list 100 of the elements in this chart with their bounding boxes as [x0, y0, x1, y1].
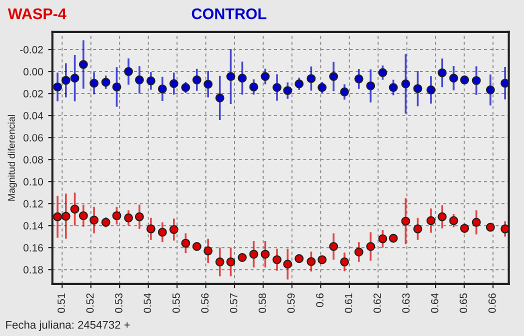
- point: [181, 83, 190, 92]
- point: [260, 250, 270, 259]
- point: [192, 75, 202, 84]
- point: [272, 255, 282, 264]
- y-tick-label: -0.02: [20, 46, 43, 54]
- point: [204, 80, 213, 89]
- x-tick-label: 0.61: [344, 293, 352, 313]
- point: [78, 211, 88, 220]
- point: [112, 211, 122, 220]
- y-tick-label: 0.00: [24, 68, 43, 76]
- y-tick-label: 0.04: [24, 112, 44, 120]
- point: [158, 228, 167, 237]
- x-tick-label: 0.53: [115, 293, 122, 313]
- y-tick-label: 0.02: [24, 90, 43, 98]
- point: [238, 74, 247, 83]
- y-tick-label: 0.12: [24, 200, 43, 208]
- point: [169, 225, 178, 234]
- point: [181, 238, 190, 248]
- x-tick-label: 0.57: [230, 293, 238, 313]
- point: [460, 224, 470, 233]
- point: [426, 85, 436, 94]
- point: [318, 83, 327, 92]
- point: [249, 250, 258, 259]
- point: [283, 260, 292, 269]
- point: [134, 75, 144, 84]
- point: [354, 74, 364, 84]
- point: [53, 212, 62, 222]
- y-tick-label: 0.06: [24, 134, 43, 142]
- point: [329, 72, 338, 81]
- x-tick-label: 0.64: [430, 293, 438, 313]
- point: [61, 212, 70, 221]
- point: [306, 257, 316, 266]
- point: [90, 78, 99, 88]
- point: [146, 224, 156, 234]
- point: [401, 216, 410, 226]
- y-tick-label: 0.10: [24, 178, 43, 186]
- point: [472, 76, 481, 86]
- point: [226, 257, 236, 266]
- point: [294, 254, 304, 264]
- x-tick-label: 0.55: [172, 293, 180, 313]
- point: [388, 83, 398, 92]
- point: [134, 212, 144, 222]
- point: [306, 74, 316, 84]
- x-tick-label: 0.62: [374, 293, 381, 313]
- x-tick-label: 0.54: [144, 293, 152, 313]
- point: [378, 234, 388, 244]
- point: [215, 257, 224, 266]
- y-axis-title: Magnitud diferencial: [8, 115, 17, 201]
- point: [354, 248, 364, 256]
- x-tick-label: 0.51: [58, 293, 65, 313]
- point: [472, 218, 481, 227]
- point: [61, 76, 70, 85]
- point: [329, 242, 338, 251]
- point: [146, 76, 156, 86]
- x-axis-title: Fecha juliana: 2454732 +: [6, 320, 130, 331]
- point: [101, 218, 110, 227]
- point: [249, 82, 258, 92]
- point: [283, 86, 292, 96]
- point: [413, 224, 422, 234]
- x-tick-label: 0.56: [201, 293, 209, 313]
- x-tick-label: 0.63: [402, 293, 410, 313]
- point: [500, 224, 509, 234]
- point: [460, 75, 470, 84]
- x-tick-label: 0.6: [316, 293, 324, 308]
- point: [438, 212, 447, 222]
- point: [378, 68, 388, 78]
- point: [272, 83, 282, 92]
- point: [204, 246, 213, 256]
- point: [158, 84, 167, 94]
- point: [366, 242, 376, 251]
- point: [486, 222, 495, 232]
- point: [340, 257, 349, 266]
- point: [192, 242, 202, 251]
- point: [53, 82, 62, 92]
- point: [70, 204, 80, 214]
- point: [500, 78, 509, 88]
- x-tick-label: 0.52: [86, 293, 94, 313]
- text: CONTROL: [192, 8, 266, 20]
- y-tick-label: 0.14: [24, 222, 44, 230]
- point: [340, 87, 349, 96]
- y-tick-label: 0.16: [24, 244, 43, 252]
- point: [401, 79, 410, 88]
- x-tick-label: 0.66: [488, 293, 496, 313]
- x-tick-label: 0.65: [460, 293, 468, 313]
- point: [124, 213, 133, 222]
- x-tick-label: 0.59: [287, 293, 295, 313]
- point: [388, 234, 398, 243]
- point: [438, 68, 447, 78]
- point: [449, 216, 458, 226]
- point: [78, 60, 88, 69]
- point: [124, 67, 133, 76]
- y-tick-label: 0.08: [24, 156, 43, 164]
- point: [426, 216, 436, 226]
- point: [70, 74, 80, 83]
- point: [90, 216, 99, 225]
- point: [238, 253, 247, 262]
- point: [449, 74, 458, 83]
- x-tick-label: 0.58: [258, 293, 266, 313]
- text: WASP-4: [8, 8, 66, 20]
- y-tick-label: 0.18: [24, 266, 43, 274]
